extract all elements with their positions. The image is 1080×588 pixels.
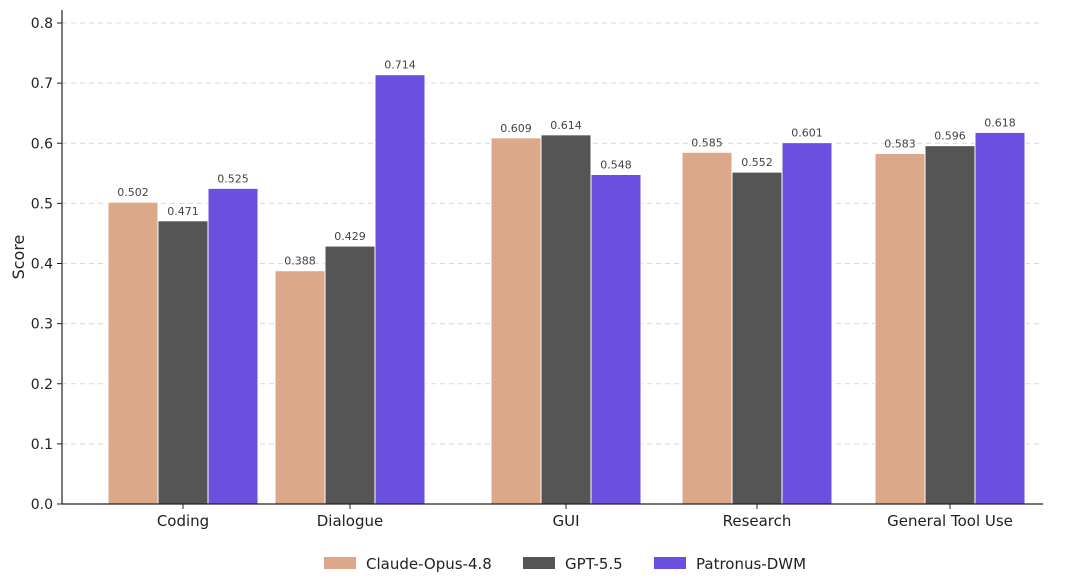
x-tick-label: Coding <box>157 512 209 530</box>
y-ticks: 0.0 0.1 0.2 0.3 0.4 0.5 0.6 0.7 0.8 <box>31 16 62 513</box>
bar-value-label: 0.585 <box>691 136 723 149</box>
bar <box>274 270 326 505</box>
bar-value-label: 0.525 <box>217 172 249 185</box>
value-labels: 0.502 0.471 0.525 0.388 0.429 0.714 0.609 0.614… <box>117 59 1016 268</box>
x-tick-label: Dialogue <box>317 512 384 530</box>
bar <box>490 137 542 505</box>
y-tick-label: 0.5 <box>31 196 53 212</box>
bar <box>781 142 833 505</box>
legend-label: Claude-Opus-4.8 <box>366 555 492 573</box>
legend-swatch <box>523 557 555 569</box>
y-tick-label: 0.2 <box>31 377 53 393</box>
legend-label: GPT-5.5 <box>565 555 623 573</box>
x-tick-label: General Tool Use <box>887 512 1013 530</box>
x-ticks: Coding Dialogue GUI Research General Tool Us… <box>157 504 1013 530</box>
bar-value-label: 0.429 <box>334 230 366 243</box>
bar <box>107 201 159 505</box>
bar-value-label: 0.618 <box>984 116 1016 129</box>
y-tick-label: 0.4 <box>31 257 53 273</box>
bar <box>924 145 976 505</box>
y-tick-label: 0.8 <box>31 16 53 32</box>
bar <box>590 174 642 505</box>
y-tick-label: 0.1 <box>31 437 53 453</box>
bar <box>974 131 1026 505</box>
bar <box>540 134 592 505</box>
y-tick-label: 0.6 <box>31 136 53 152</box>
bar-value-label: 0.388 <box>284 255 316 268</box>
bar-value-label: 0.601 <box>791 127 823 140</box>
bars <box>107 74 1026 505</box>
legend: Claude-Opus-4.8 GPT-5.5 Patronus-DWM <box>324 555 806 573</box>
bar-value-label: 0.614 <box>550 119 582 132</box>
bar-value-label: 0.583 <box>884 137 916 150</box>
legend-label: Patronus-DWM <box>696 555 806 573</box>
bar <box>874 152 926 505</box>
bar <box>157 220 209 505</box>
y-tick-label: 0.7 <box>31 76 53 92</box>
bar <box>731 171 783 505</box>
bar <box>681 151 733 505</box>
bar-value-label: 0.609 <box>500 122 532 135</box>
x-tick-label: Research <box>723 512 792 530</box>
axes <box>61 10 1043 505</box>
bar-value-label: 0.552 <box>741 156 773 169</box>
bar-value-label: 0.714 <box>384 59 416 72</box>
legend-swatch <box>654 557 686 569</box>
bar <box>207 187 259 505</box>
bar-value-label: 0.548 <box>600 159 632 172</box>
x-tick-label: GUI <box>552 512 579 530</box>
y-axis-title: Score <box>9 235 28 280</box>
legend-swatch <box>324 557 356 569</box>
bar <box>374 74 426 505</box>
y-tick-label: 0.0 <box>31 497 53 513</box>
bar-value-label: 0.502 <box>117 186 149 199</box>
bar-value-label: 0.471 <box>167 205 199 218</box>
y-tick-label: 0.3 <box>31 317 53 333</box>
bar <box>324 245 376 505</box>
bar-value-label: 0.596 <box>934 130 966 143</box>
